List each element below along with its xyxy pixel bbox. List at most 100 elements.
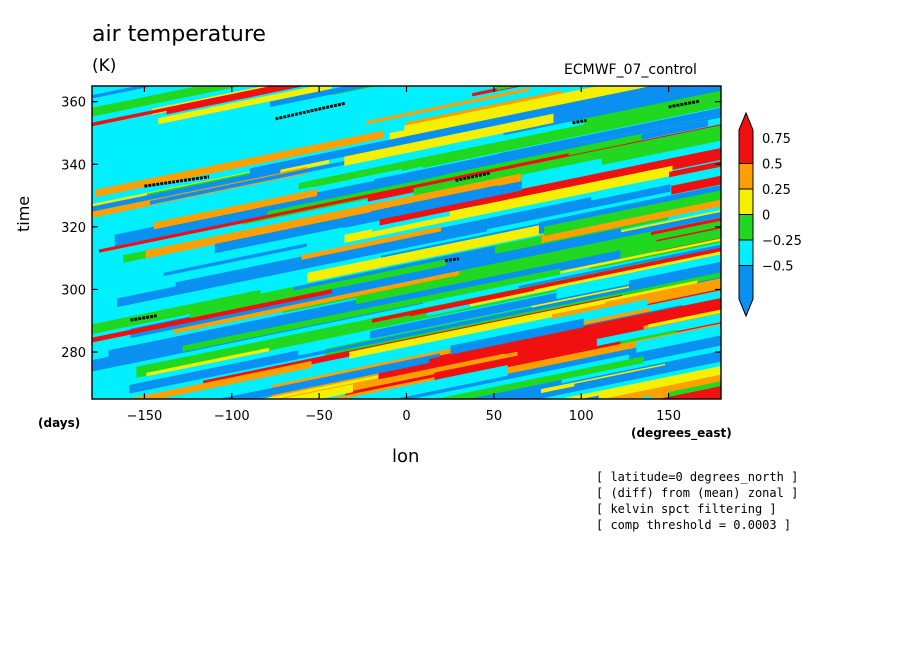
- field-band: [242, 165, 447, 217]
- chart-subtitle: ECMWF_07_control: [564, 62, 697, 78]
- field-band: [352, 466, 523, 506]
- field-band: [182, 268, 561, 352]
- field-band: [677, 0, 883, 41]
- field-band: [130, 228, 621, 339]
- colorbar: 0.75 0.5 0.25 0 −0.25 −0.5: [738, 111, 802, 318]
- field-band: [671, 175, 721, 195]
- field-band: [327, 360, 514, 399]
- field-band: [92, 289, 261, 335]
- field-band: [474, 0, 765, 63]
- field-band: [503, 86, 721, 136]
- field-band: [417, 0, 904, 36]
- field-band: [677, 166, 721, 180]
- note-latitude: [ latitude=0 degrees_north ]: [596, 470, 799, 484]
- field-band: [98, 153, 569, 253]
- threshold-segment: [444, 257, 460, 263]
- field-band: [366, 87, 529, 125]
- y-axis-label: time: [14, 195, 33, 232]
- colorbar-box: [738, 188, 754, 215]
- field-band: [522, 0, 894, 48]
- field-band: [517, 0, 790, 64]
- field-band: [356, 220, 721, 305]
- threshold-segment: [668, 99, 701, 109]
- field-band: [92, 288, 332, 343]
- colorbar-box: [738, 163, 754, 190]
- field-band: [175, 416, 548, 496]
- field-band: [561, 86, 598, 94]
- field-band: [163, 243, 307, 277]
- y-tick-label: 300: [61, 283, 86, 298]
- field-band: [559, 390, 602, 399]
- field-band: [398, 0, 859, 47]
- field-band: [648, 309, 721, 328]
- field-band: [425, 0, 642, 36]
- field-band: [581, 395, 599, 399]
- field-band: [282, 280, 667, 363]
- field-band: [92, 86, 242, 117]
- chart-title: air temperature: [92, 22, 266, 47]
- x-tick-label: 150: [656, 409, 681, 424]
- field-band: [628, 0, 869, 31]
- field-band: [114, 203, 268, 247]
- threshold-segment: [130, 314, 157, 322]
- y-axis-unit: (days): [38, 416, 81, 430]
- field-band: [413, 125, 721, 197]
- field-band: [658, 386, 721, 399]
- colorbar-label: −0.25: [762, 234, 802, 249]
- field-band: [158, 86, 332, 125]
- field-band: [435, 356, 644, 399]
- field-band: [636, 324, 721, 353]
- x-axis-label: lon: [392, 446, 420, 467]
- threshold-segment: [572, 118, 587, 125]
- field-band: [129, 350, 299, 394]
- field-band: [92, 86, 154, 99]
- y-tick-label: 320: [61, 221, 86, 236]
- colorbar-label: 0.25: [762, 183, 791, 198]
- y-axis: 280 300 320 340 360: [61, 96, 721, 361]
- field-band: [605, 278, 721, 308]
- field-band: [343, 0, 612, 48]
- field-band: [51, 463, 273, 513]
- field-band: [556, 254, 721, 300]
- field-band: [574, 6, 741, 45]
- field-band: [305, 466, 630, 544]
- field-band: [372, 438, 493, 469]
- x-tick-label: −100: [214, 409, 250, 424]
- field-band: [28, 401, 509, 507]
- threshold-segment: [455, 171, 491, 182]
- field-band: [457, 13, 605, 50]
- field-band: [214, 181, 522, 254]
- colorbar-label: 0: [762, 209, 770, 224]
- field-band: [95, 130, 384, 198]
- field-band: [92, 86, 457, 161]
- field-band: [620, 228, 721, 259]
- y-tick-label: 340: [61, 158, 86, 173]
- x-axis: −150 −100 −50 0 50 100 150: [127, 86, 681, 424]
- field-band: [669, 161, 721, 178]
- colorbar-box: [738, 111, 754, 164]
- field-band: [152, 422, 618, 529]
- field-band: [464, 114, 721, 171]
- field-band: [576, 389, 904, 471]
- note-diff: [ (diff) from (mean) zonal ]: [596, 486, 799, 500]
- field-band: [344, 113, 554, 166]
- note-threshold: [ comp threshold = 0.0003 ]: [596, 518, 792, 532]
- field-band: [667, 357, 721, 372]
- note-filtering: [ kelvin spct filtering ]: [596, 502, 777, 516]
- field-band: [349, 280, 698, 359]
- field-band: [69, 406, 318, 465]
- field-band: [428, 299, 721, 365]
- field-band: [13, 462, 188, 505]
- field-band: [280, 384, 353, 399]
- field-band: [300, 0, 668, 49]
- field-band: [332, 86, 377, 96]
- field-band: [381, 0, 891, 46]
- x-tick-label: −50: [305, 409, 332, 424]
- field-band: [297, 0, 810, 85]
- field-band: [379, 148, 721, 226]
- y-tick-label: 360: [61, 96, 86, 111]
- field-band: [117, 222, 487, 308]
- field-band: [91, 418, 416, 488]
- field-band: [92, 186, 313, 239]
- field-band: [544, 190, 721, 236]
